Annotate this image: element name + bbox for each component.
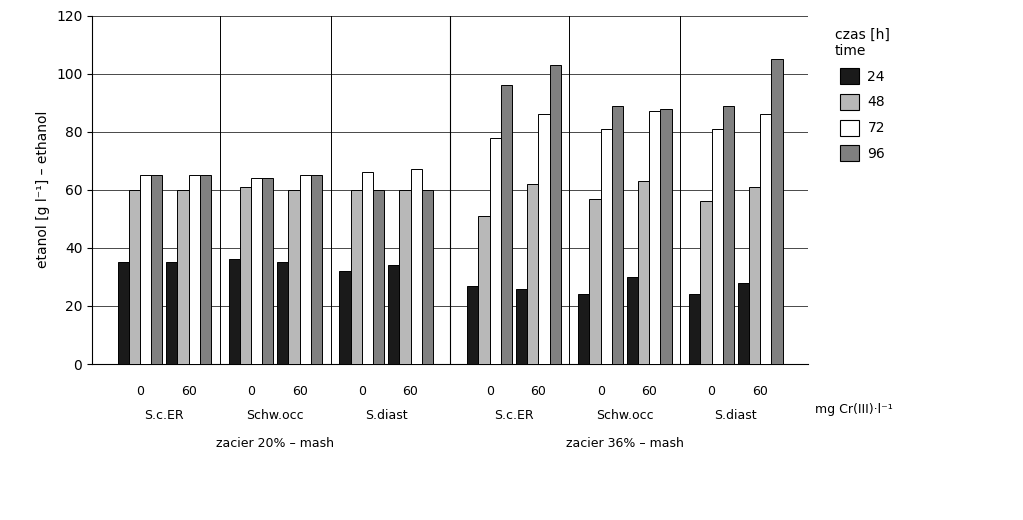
- Text: 0: 0: [358, 385, 366, 398]
- Bar: [188, 175, 199, 364]
- Legend: 24, 48, 72, 96: 24, 48, 72, 96: [830, 22, 895, 167]
- Bar: [373, 190, 385, 364]
- Text: 60: 60: [292, 385, 308, 398]
- Text: S.diast: S.diast: [714, 409, 757, 422]
- Bar: [340, 271, 351, 364]
- Bar: [661, 109, 672, 364]
- Bar: [723, 106, 735, 364]
- Text: 0: 0: [486, 385, 494, 398]
- Bar: [601, 129, 612, 364]
- Bar: [118, 263, 129, 364]
- Bar: [311, 175, 322, 364]
- Text: zacier 36% – mash: zacier 36% – mash: [566, 437, 684, 450]
- Text: S.c.ER: S.c.ER: [144, 409, 184, 422]
- Bar: [468, 285, 479, 364]
- Bar: [140, 175, 151, 364]
- Bar: [650, 111, 661, 364]
- Bar: [262, 178, 273, 364]
- Bar: [749, 187, 760, 364]
- Bar: [421, 190, 433, 364]
- Bar: [589, 199, 601, 364]
- Bar: [228, 259, 239, 364]
- Bar: [277, 263, 288, 364]
- Bar: [199, 175, 211, 364]
- Text: 60: 60: [403, 385, 418, 398]
- Bar: [288, 190, 300, 364]
- Text: S.diast: S.diast: [365, 409, 407, 422]
- Bar: [351, 190, 362, 364]
- Bar: [388, 265, 399, 364]
- Bar: [771, 59, 783, 364]
- Bar: [490, 137, 501, 364]
- Text: 0: 0: [247, 385, 255, 398]
- Bar: [300, 175, 311, 364]
- Bar: [527, 184, 538, 364]
- Text: 0: 0: [596, 385, 605, 398]
- Bar: [479, 216, 490, 364]
- Bar: [578, 294, 589, 364]
- Text: 60: 60: [641, 385, 657, 398]
- Bar: [177, 190, 188, 364]
- Bar: [549, 65, 561, 364]
- Text: 0: 0: [136, 385, 144, 398]
- Bar: [690, 294, 701, 364]
- Bar: [129, 190, 140, 364]
- Bar: [362, 172, 373, 364]
- Bar: [760, 114, 771, 364]
- Bar: [501, 85, 513, 364]
- Bar: [612, 106, 623, 364]
- Bar: [638, 181, 650, 364]
- Text: S.c.ER: S.c.ER: [494, 409, 534, 422]
- Bar: [538, 114, 549, 364]
- Text: 60: 60: [181, 385, 196, 398]
- Text: zacier 20% – mash: zacier 20% – mash: [216, 437, 335, 450]
- Bar: [251, 178, 262, 364]
- Bar: [410, 170, 421, 364]
- Bar: [399, 190, 410, 364]
- Y-axis label: etanol [g l⁻¹] – ethanol: etanol [g l⁻¹] – ethanol: [37, 111, 50, 268]
- Bar: [166, 263, 177, 364]
- Bar: [151, 175, 163, 364]
- Text: 60: 60: [530, 385, 546, 398]
- Bar: [239, 187, 251, 364]
- Text: mg Cr(III)·l⁻¹: mg Cr(III)·l⁻¹: [815, 403, 893, 416]
- Bar: [712, 129, 723, 364]
- Text: Schw.occ: Schw.occ: [247, 409, 304, 422]
- Bar: [516, 289, 527, 364]
- Bar: [627, 277, 638, 364]
- Text: 0: 0: [708, 385, 715, 398]
- Bar: [701, 201, 712, 364]
- Text: 60: 60: [752, 385, 768, 398]
- Bar: [738, 283, 749, 364]
- Text: Schw.occ: Schw.occ: [596, 409, 654, 422]
